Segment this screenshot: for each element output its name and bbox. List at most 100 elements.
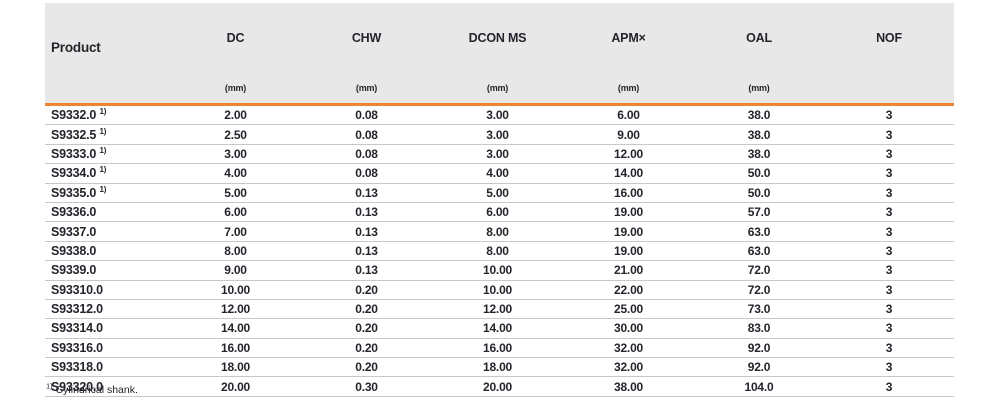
value-cell: 3 — [824, 357, 954, 378]
table-row: S9332.0 1) 2.00 0.08 3.00 6.00 38.0 3 — [45, 104, 954, 126]
value-cell: 22.00 — [563, 280, 694, 300]
product-spec-table: Product DC CHW DCON MS APM× OAL NOF (mm)… — [45, 3, 954, 397]
value-cell: 104.0 — [694, 376, 824, 397]
unit-dcon-ms: (mm) — [432, 73, 563, 106]
product-cell: S9336.0 — [45, 202, 170, 223]
footnote: 1) Cylindrical shank. — [46, 381, 138, 396]
value-cell: 73.0 — [694, 299, 824, 320]
product-cell: S93316.0 — [45, 338, 170, 359]
value-cell: 3 — [824, 338, 954, 359]
value-cell: 3 — [824, 183, 954, 203]
value-cell: 16.00 — [563, 183, 694, 203]
table-row: S9333.0 1) 3.00 0.08 3.00 12.00 38.0 3 — [45, 144, 954, 165]
product-cell: S9332.5 1) — [45, 124, 170, 145]
value-cell: 10.00 — [432, 260, 563, 281]
value-cell: 0.20 — [301, 299, 432, 320]
value-cell: 8.00 — [432, 241, 563, 262]
value-cell: 14.00 — [432, 318, 563, 339]
value-cell: 3 — [824, 163, 954, 184]
column-header-product: Product — [45, 3, 170, 73]
value-cell: 63.0 — [694, 241, 824, 262]
table-row: S93310.0 10.00 0.20 10.00 22.00 72.0 3 — [45, 280, 954, 300]
value-cell: 0.30 — [301, 376, 432, 397]
value-cell: 12.00 — [170, 299, 301, 320]
table-row: S9335.0 1) 5.00 0.13 5.00 16.00 50.0 3 — [45, 183, 954, 203]
value-cell: 7.00 — [170, 221, 301, 242]
value-cell: 0.13 — [301, 221, 432, 242]
table-row: S9336.0 6.00 0.13 6.00 19.00 57.0 3 — [45, 202, 954, 223]
value-cell: 18.00 — [170, 357, 301, 378]
value-cell: 92.0 — [694, 338, 824, 359]
unit-dc: (mm) — [170, 73, 301, 106]
value-cell: 20.00 — [432, 376, 563, 397]
value-cell: 0.08 — [301, 124, 432, 145]
value-cell: 19.00 — [563, 221, 694, 242]
unit-product — [45, 73, 170, 106]
value-cell: 12.00 — [563, 144, 694, 165]
value-cell: 21.00 — [563, 260, 694, 281]
product-cell: S93318.0 — [45, 357, 170, 378]
value-cell: 9.00 — [563, 124, 694, 145]
unit-nof — [824, 73, 954, 106]
header-unit-row: (mm) (mm) (mm) (mm) (mm) — [45, 73, 954, 106]
column-header-nof: NOF — [824, 3, 954, 73]
value-cell: 16.00 — [170, 338, 301, 359]
value-cell: 3 — [824, 104, 954, 126]
product-cell: S9332.0 1) — [45, 104, 170, 126]
value-cell: 4.00 — [170, 163, 301, 184]
value-cell: 50.0 — [694, 183, 824, 203]
value-cell: 38.0 — [694, 104, 824, 126]
table-row: S9334.0 1) 4.00 0.08 4.00 14.00 50.0 3 — [45, 163, 954, 184]
table-row: S93314.0 14.00 0.20 14.00 30.00 83.0 3 — [45, 318, 954, 339]
value-cell: 38.0 — [694, 124, 824, 145]
value-cell: 92.0 — [694, 357, 824, 378]
value-cell: 72.0 — [694, 280, 824, 300]
value-cell: 38.0 — [694, 144, 824, 165]
column-header-dc: DC — [170, 3, 301, 73]
value-cell: 3 — [824, 241, 954, 262]
value-cell: 2.50 — [170, 124, 301, 145]
footnote-ref: 1) — [46, 381, 53, 391]
value-cell: 38.00 — [563, 376, 694, 397]
value-cell: 0.08 — [301, 163, 432, 184]
value-cell: 3 — [824, 299, 954, 320]
value-cell: 83.0 — [694, 318, 824, 339]
footnote-text: Cylindrical shank. — [55, 384, 138, 396]
value-cell: 3.00 — [432, 144, 563, 165]
unit-chw: (mm) — [301, 73, 432, 106]
value-cell: 0.13 — [301, 183, 432, 203]
value-cell: 3 — [824, 221, 954, 242]
value-cell: 3 — [824, 202, 954, 223]
unit-oal: (mm) — [694, 73, 824, 106]
value-cell: 14.00 — [563, 163, 694, 184]
value-cell: 5.00 — [170, 183, 301, 203]
table-row: S93312.0 12.00 0.20 12.00 25.00 73.0 3 — [45, 299, 954, 320]
value-cell: 3 — [824, 124, 954, 145]
column-header-dcon-ms: DCON MS — [432, 3, 563, 73]
footnote-ref: 1) — [99, 107, 107, 117]
value-cell: 4.00 — [432, 163, 563, 184]
value-cell: 50.0 — [694, 163, 824, 184]
unit-apmx: (mm) — [563, 73, 694, 106]
value-cell: 0.13 — [301, 260, 432, 281]
column-header-apmx: APM× — [563, 3, 694, 73]
value-cell: 0.13 — [301, 202, 432, 223]
value-cell: 19.00 — [563, 202, 694, 223]
product-cell: S9335.0 1) — [45, 183, 170, 203]
product-cell: S93314.0 — [45, 318, 170, 339]
table-row: S9337.0 7.00 0.13 8.00 19.00 63.0 3 — [45, 221, 954, 242]
table-row: S93320.0 20.00 0.30 20.00 38.00 104.0 3 — [45, 376, 954, 397]
table-body: S9332.0 1) 2.00 0.08 3.00 6.00 38.0 3 S9332.5 1… — [45, 104, 954, 397]
value-cell: 63.0 — [694, 221, 824, 242]
product-cell: S9333.0 1) — [45, 144, 170, 165]
value-cell: 3 — [824, 144, 954, 165]
value-cell: 5.00 — [432, 183, 563, 203]
product-cell: S9337.0 — [45, 221, 170, 242]
value-cell: 3.00 — [432, 124, 563, 145]
product-cell: S9334.0 1) — [45, 163, 170, 184]
product-cell: S9338.0 — [45, 241, 170, 262]
product-spec-table-wrap: Product DC CHW DCON MS APM× OAL NOF (mm)… — [45, 3, 954, 397]
value-cell: 6.00 — [170, 202, 301, 223]
value-cell: 10.00 — [432, 280, 563, 300]
value-cell: 18.00 — [432, 357, 563, 378]
